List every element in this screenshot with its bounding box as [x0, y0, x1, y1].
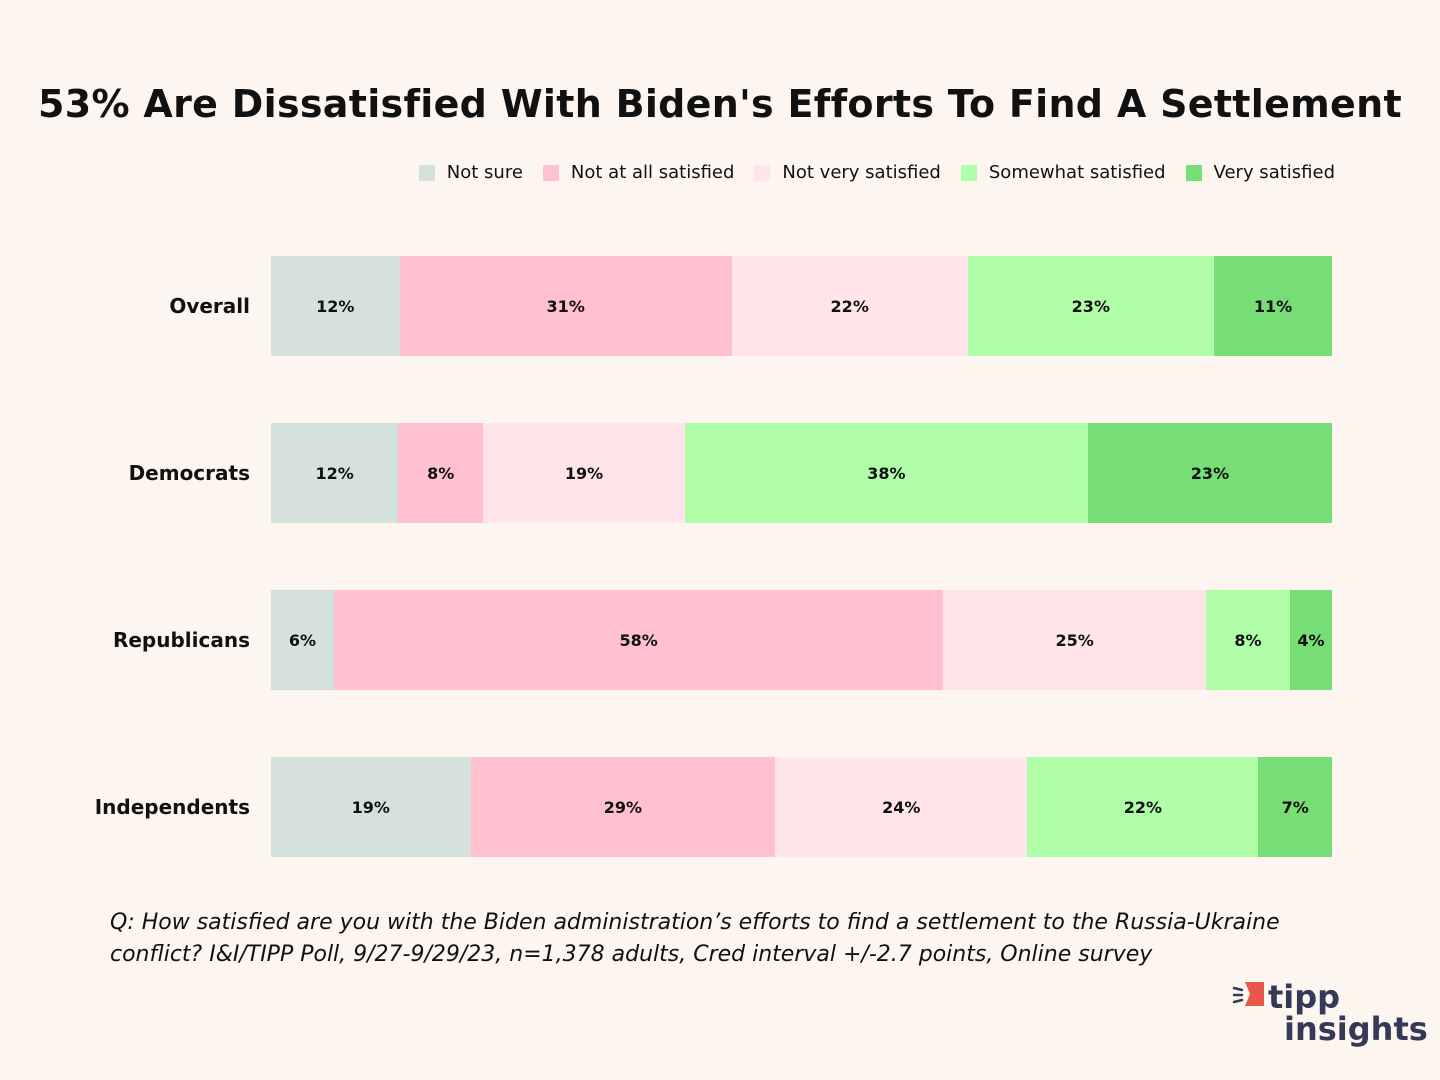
bar-segment: 7% — [1258, 757, 1332, 857]
data-label: 23% — [1071, 296, 1110, 316]
svg-text:tipp: tipp — [1268, 978, 1340, 1016]
footnote: Q: How satisfied are you with the Biden … — [110, 910, 1280, 967]
legend-item: Not sure — [418, 162, 523, 183]
legend-swatch — [1185, 164, 1202, 181]
bar-segment: 12% — [271, 256, 400, 356]
data-label: 19% — [351, 797, 390, 817]
category-label: Democrats — [128, 461, 250, 485]
bar-row: 12% 31% 22% 23% 11% — [271, 256, 1332, 356]
bar-segment: 11% — [1214, 256, 1332, 356]
legend-item: Very satisfied — [1185, 162, 1335, 183]
legend-swatch — [754, 164, 771, 181]
legend-label: Not at all satisfied — [570, 162, 735, 183]
bar-segment: 19% — [271, 757, 471, 857]
bar-segment: 24% — [775, 757, 1028, 857]
legend-swatch — [418, 164, 435, 181]
svg-text:insights: insights — [1284, 1010, 1428, 1048]
category-label: Republicans — [112, 628, 250, 652]
bar-segment: 4% — [1289, 590, 1332, 690]
legend-swatch — [960, 164, 977, 181]
bar-segment: 58% — [334, 590, 944, 690]
legend-swatch — [542, 164, 559, 181]
bar-segment: 12% — [271, 423, 399, 523]
bar-segment: 22% — [731, 256, 968, 356]
data-label: 25% — [1055, 630, 1094, 650]
data-label: 12% — [316, 296, 355, 316]
data-label: 4% — [1297, 630, 1325, 650]
legend: Not sure Not at all satisfied Not very sat… — [418, 162, 1335, 183]
bar-segment: 25% — [943, 590, 1206, 690]
data-label: 22% — [1123, 797, 1163, 817]
legend-item: Not very satisfied — [754, 162, 941, 183]
data-label: 19% — [564, 463, 604, 483]
data-label: 23% — [1190, 463, 1230, 483]
bar-segment: 29% — [470, 757, 776, 857]
legend-label: Not sure — [446, 162, 523, 183]
data-label: 38% — [867, 463, 906, 483]
bar-row: 12% 8% 19% 38% 23% — [271, 423, 1332, 523]
data-label: 58% — [619, 630, 658, 650]
bar-segment: 31% — [399, 256, 732, 356]
data-label: 22% — [830, 296, 869, 316]
data-label: 29% — [603, 797, 643, 817]
legend-label: Somewhat satisfied — [988, 162, 1166, 183]
data-label: 6% — [288, 630, 317, 650]
legend-label: Not very satisfied — [782, 162, 941, 183]
chart-title: 53% Are Dissatisfied With Biden's Effort… — [38, 82, 1402, 126]
bar-segment: 23% — [1087, 423, 1332, 523]
tipp-insights-logo: tipp insights — [1232, 978, 1428, 1048]
data-label: 8% — [1234, 630, 1262, 650]
bar-row: 6% 58% 25% 8% 4% — [271, 590, 1332, 690]
data-label: 8% — [427, 463, 455, 483]
bar-segment: 6% — [271, 590, 335, 690]
data-label: 7% — [1281, 797, 1309, 817]
bar-segment: 23% — [967, 256, 1215, 356]
bar-segment: 8% — [398, 423, 484, 523]
category-label: Overall — [169, 294, 250, 318]
data-label: 24% — [882, 797, 921, 817]
bar-segment: 8% — [1205, 590, 1290, 690]
legend-item: Somewhat satisfied — [960, 162, 1166, 183]
bar-segment: 22% — [1027, 757, 1259, 857]
data-label: 31% — [546, 296, 585, 316]
legend-item: Not at all satisfied — [542, 162, 735, 183]
category-label: Independents — [94, 795, 250, 819]
bar-segment: 19% — [483, 423, 685, 523]
data-label: 11% — [1253, 296, 1293, 316]
legend-label: Very satisfied — [1213, 162, 1335, 183]
bar-row: 19% 29% 24% 22% 7% — [271, 757, 1332, 857]
data-label: 12% — [315, 463, 354, 483]
bar-segment: 38% — [684, 423, 1088, 523]
